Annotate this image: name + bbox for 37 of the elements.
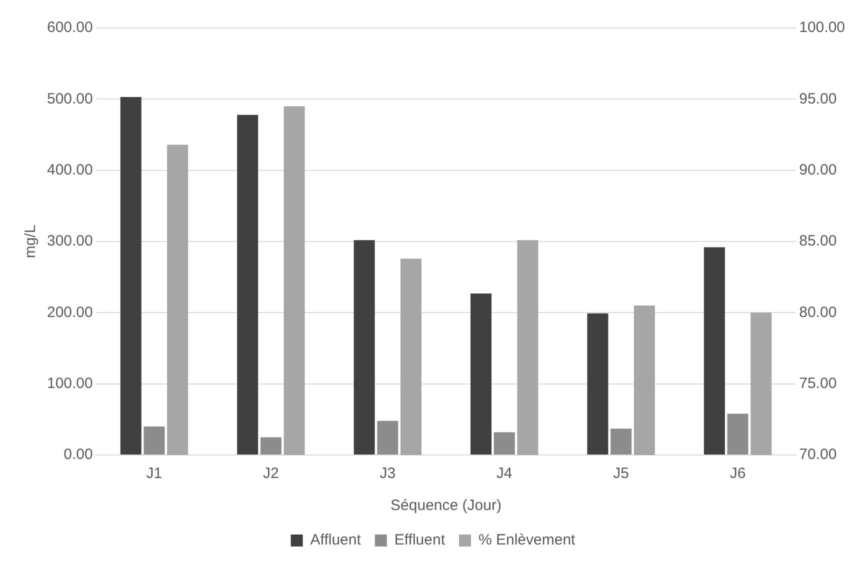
- y-tick-label: 300.00: [46, 232, 93, 250]
- y2-tick-label: 90.00: [799, 161, 837, 178]
- legend-label: Effluent: [394, 532, 446, 549]
- x-tick-label: J6: [730, 465, 746, 482]
- x-tick-label: J4: [496, 465, 512, 482]
- bar: [120, 97, 142, 454]
- y2-tick-label: 85.00: [799, 232, 837, 250]
- y-tick-label: 100.00: [46, 374, 93, 392]
- y2-tick-label: 100.00: [799, 19, 846, 36]
- x-tick-label: J1: [146, 465, 162, 482]
- bar: [237, 114, 258, 454]
- y2-tick-label: 95.00: [799, 90, 837, 108]
- x-tick-label: J2: [263, 465, 279, 482]
- y2-tick-label: 75.00: [799, 374, 837, 392]
- bar: [260, 437, 282, 454]
- bar: [470, 293, 492, 454]
- y-tick-label: 600.00: [46, 19, 93, 36]
- y-tick-label: 500.00: [46, 90, 93, 108]
- bar: [354, 240, 375, 454]
- y-axis-title: mg/L: [22, 224, 40, 258]
- bar: [587, 313, 608, 454]
- bar: [727, 414, 748, 454]
- legend-label: % Enlèvement: [478, 532, 576, 549]
- bar: [377, 420, 398, 454]
- x-tick-label: J3: [380, 465, 396, 482]
- bar: [144, 426, 165, 454]
- y-tick-label: 0.00: [64, 446, 93, 464]
- y2-tick-label: 80.00: [799, 304, 837, 321]
- bar: [494, 432, 515, 454]
- y2-tick-label: 70.00: [799, 446, 837, 464]
- y-tick-label: 400.00: [46, 161, 93, 178]
- x-axis-title: Séquence (Jour): [390, 497, 502, 514]
- legend-label: Affluent: [310, 532, 362, 549]
- bar: [610, 428, 632, 454]
- x-tick-label: J5: [613, 465, 629, 482]
- y-tick-label: 200.00: [46, 304, 93, 321]
- bar: [704, 247, 725, 454]
